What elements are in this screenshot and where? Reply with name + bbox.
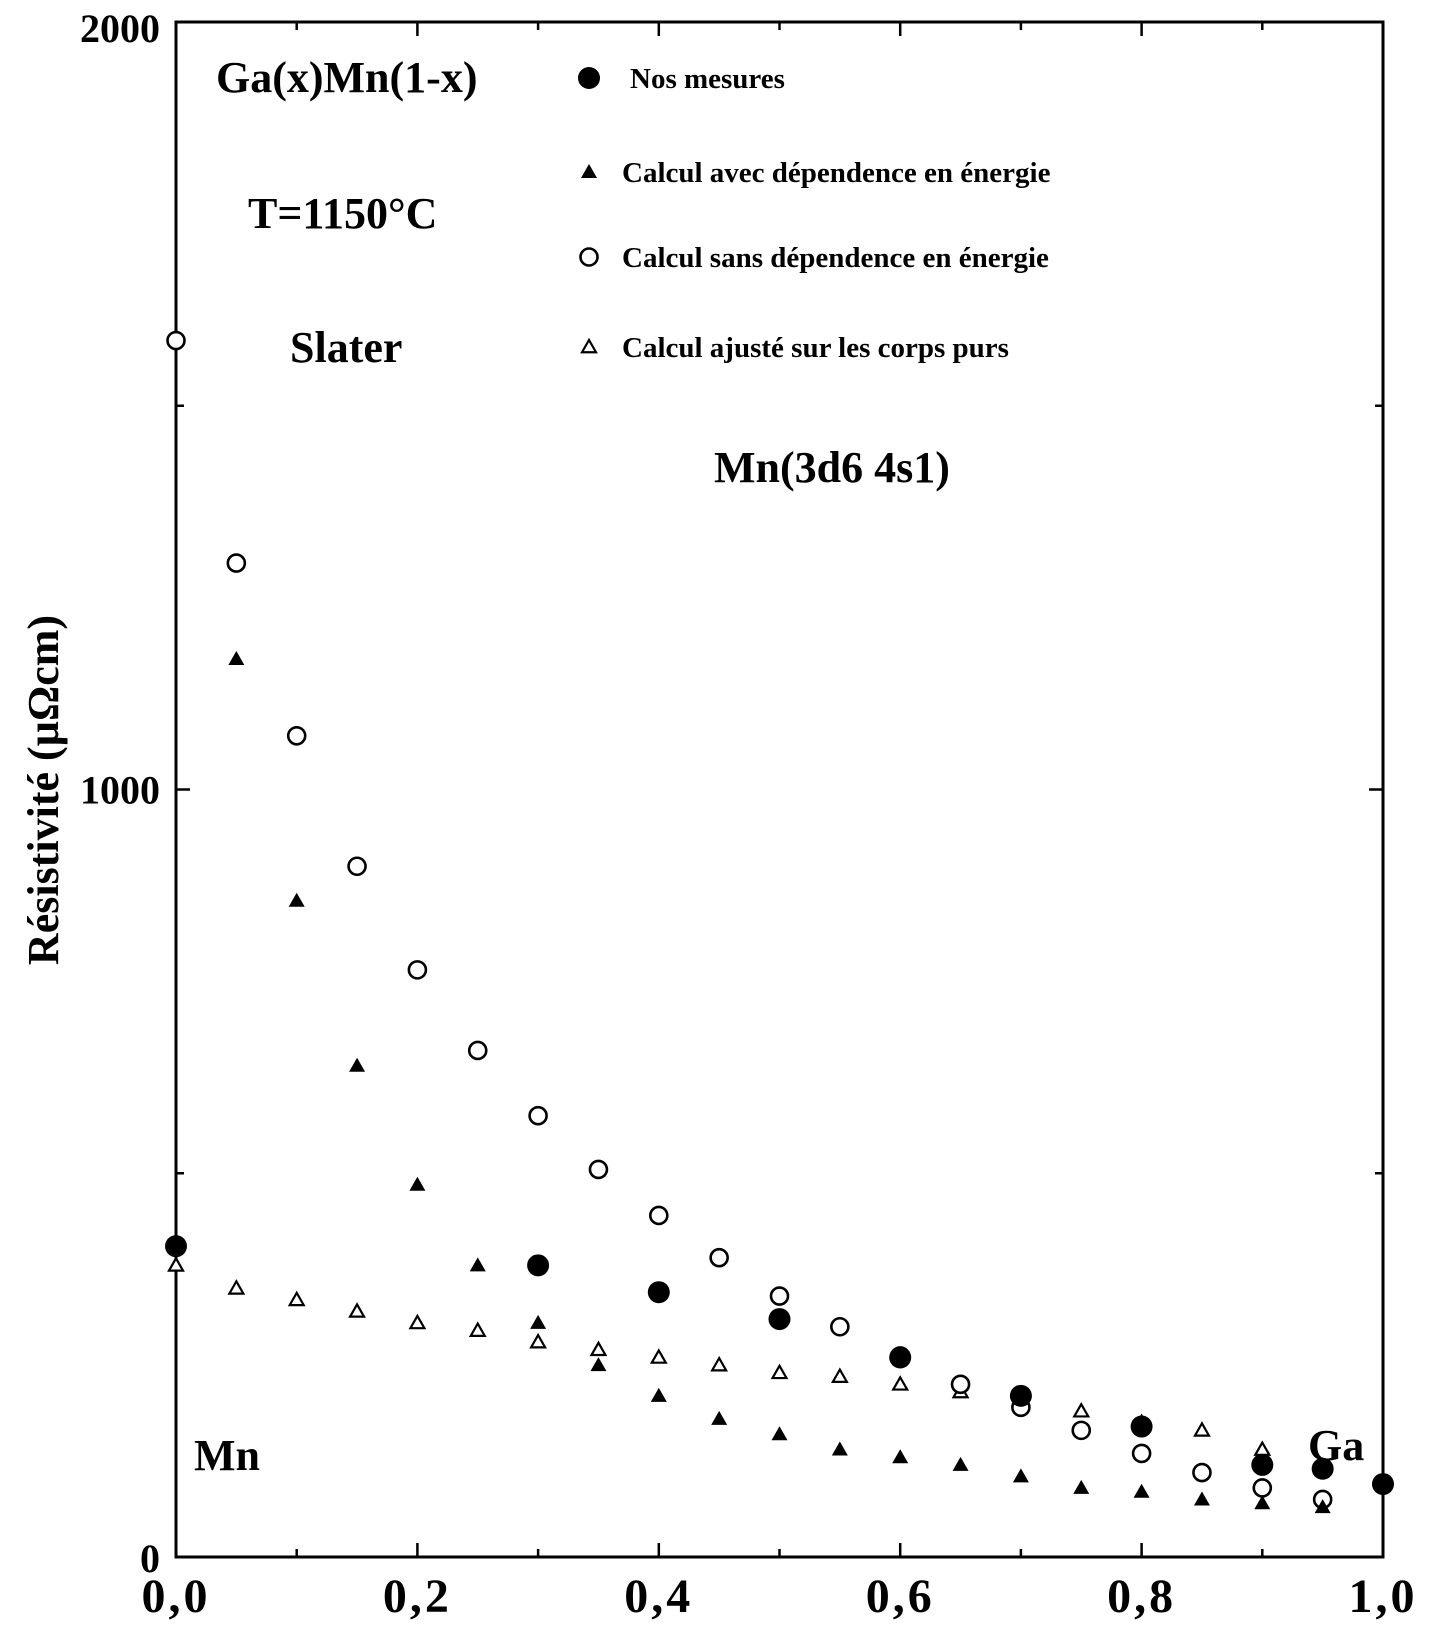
annotation-temperature: T=1150°C — [248, 189, 437, 238]
data-point — [408, 1313, 427, 1330]
data-point — [889, 1346, 912, 1369]
data-point — [1252, 1478, 1273, 1498]
annotation-left-end: Mn — [194, 1431, 260, 1480]
legend-marker — [580, 337, 598, 354]
data-point — [709, 1247, 729, 1268]
data-point — [347, 856, 367, 877]
data-point — [348, 1302, 366, 1318]
data-point — [1314, 1499, 1331, 1514]
legend-label: Calcul avec dépendence en énergie — [622, 157, 1051, 189]
axis-ticks — [174, 20, 1385, 1559]
data-point — [769, 1286, 790, 1306]
data-point — [647, 1281, 670, 1304]
data-point — [1071, 1420, 1092, 1441]
x-tick-label: 1,0 — [1349, 1570, 1418, 1623]
data-point — [166, 330, 186, 351]
data-point — [1072, 1401, 1091, 1418]
data-point — [1193, 1491, 1210, 1506]
data-point — [1073, 1479, 1090, 1494]
data-point — [1131, 1443, 1152, 1464]
data-point — [770, 1363, 789, 1380]
data-point — [771, 1426, 788, 1441]
series-filled-circle — [165, 1235, 1394, 1496]
data-point — [892, 1449, 909, 1464]
data-point — [1311, 1457, 1334, 1480]
annotation-system: Ga(x)Mn(1-x) — [216, 53, 478, 102]
data-point — [469, 1257, 486, 1272]
annotation-right-end: Ga — [1308, 1421, 1364, 1470]
data-point — [649, 1348, 668, 1364]
data-point — [1133, 1483, 1150, 1498]
data-point — [830, 1316, 850, 1337]
x-tick-label: 0,8 — [1107, 1570, 1176, 1623]
legend-label: Calcul sans dépendence en énergie — [622, 242, 1049, 274]
series-open-triangle — [167, 1256, 1332, 1473]
data-point — [648, 1205, 669, 1226]
x-tick-label: 0,4 — [624, 1570, 693, 1623]
data-point — [407, 960, 428, 980]
series-open-circle — [166, 330, 1333, 1510]
data-point — [830, 1367, 849, 1383]
y-axis-label: Résistivité (µΩcm) — [19, 615, 68, 965]
data-point — [528, 1105, 548, 1126]
x-tick-label: 0,6 — [866, 1570, 935, 1623]
data-point — [590, 1357, 607, 1372]
data-point — [527, 1254, 550, 1277]
data-point — [530, 1314, 547, 1329]
data-point — [1009, 1384, 1032, 1407]
x-tick-label: 0,0 — [142, 1570, 211, 1623]
tick-labels: 0,0 0,2 0,4 0,6 0,8 1,0 0 1000 2000 — [80, 6, 1418, 1623]
legend-marker — [579, 247, 599, 267]
data-point — [1192, 1462, 1212, 1483]
data-point — [768, 1308, 791, 1331]
data-point — [950, 1374, 971, 1395]
data-point — [1251, 1453, 1274, 1476]
data-point — [1130, 1415, 1153, 1438]
legend-marker — [578, 67, 600, 89]
data-point — [650, 1387, 667, 1402]
data-point — [1012, 1468, 1029, 1483]
data-point — [1372, 1473, 1394, 1496]
data-point — [952, 1456, 969, 1471]
data-point — [409, 1176, 426, 1191]
y-tick-label: 2000 — [80, 6, 160, 51]
legend-marker — [581, 164, 597, 178]
data-point — [588, 1159, 609, 1180]
data-point — [468, 1321, 487, 1337]
y-tick-label: 1000 — [80, 768, 160, 813]
data-point — [349, 1057, 366, 1072]
data-point — [710, 1355, 729, 1372]
data-point — [1254, 1495, 1271, 1510]
x-tick-label: 0,2 — [383, 1570, 452, 1623]
data-point — [165, 1235, 187, 1258]
data-point — [589, 1340, 608, 1357]
data-point — [711, 1410, 728, 1425]
legend-label: Nos mesures — [630, 63, 785, 95]
data-point — [467, 1040, 488, 1061]
legend-label: Calcul ajusté sur les corps purs — [622, 332, 1009, 364]
data-point — [891, 1375, 910, 1391]
data-marks — [165, 330, 1394, 1514]
data-point — [167, 1256, 185, 1272]
legend: Nos mesures Calcul avec dépendence en éne… — [578, 63, 1051, 364]
data-point — [831, 1441, 848, 1456]
data-point — [227, 1279, 246, 1295]
annotation-method: Slater — [290, 323, 402, 372]
data-point — [529, 1332, 547, 1349]
data-point — [288, 892, 305, 907]
data-point — [287, 1290, 306, 1307]
data-point — [1253, 1440, 1272, 1456]
data-point — [226, 553, 247, 573]
data-point — [228, 651, 245, 666]
series-filled-triangle — [228, 651, 1331, 1514]
y-tick-label: 0 — [140, 1536, 160, 1581]
annotation-configuration: Mn(3d6 4s1) — [714, 443, 950, 492]
data-point — [1193, 1421, 1211, 1437]
data-point — [286, 725, 307, 746]
